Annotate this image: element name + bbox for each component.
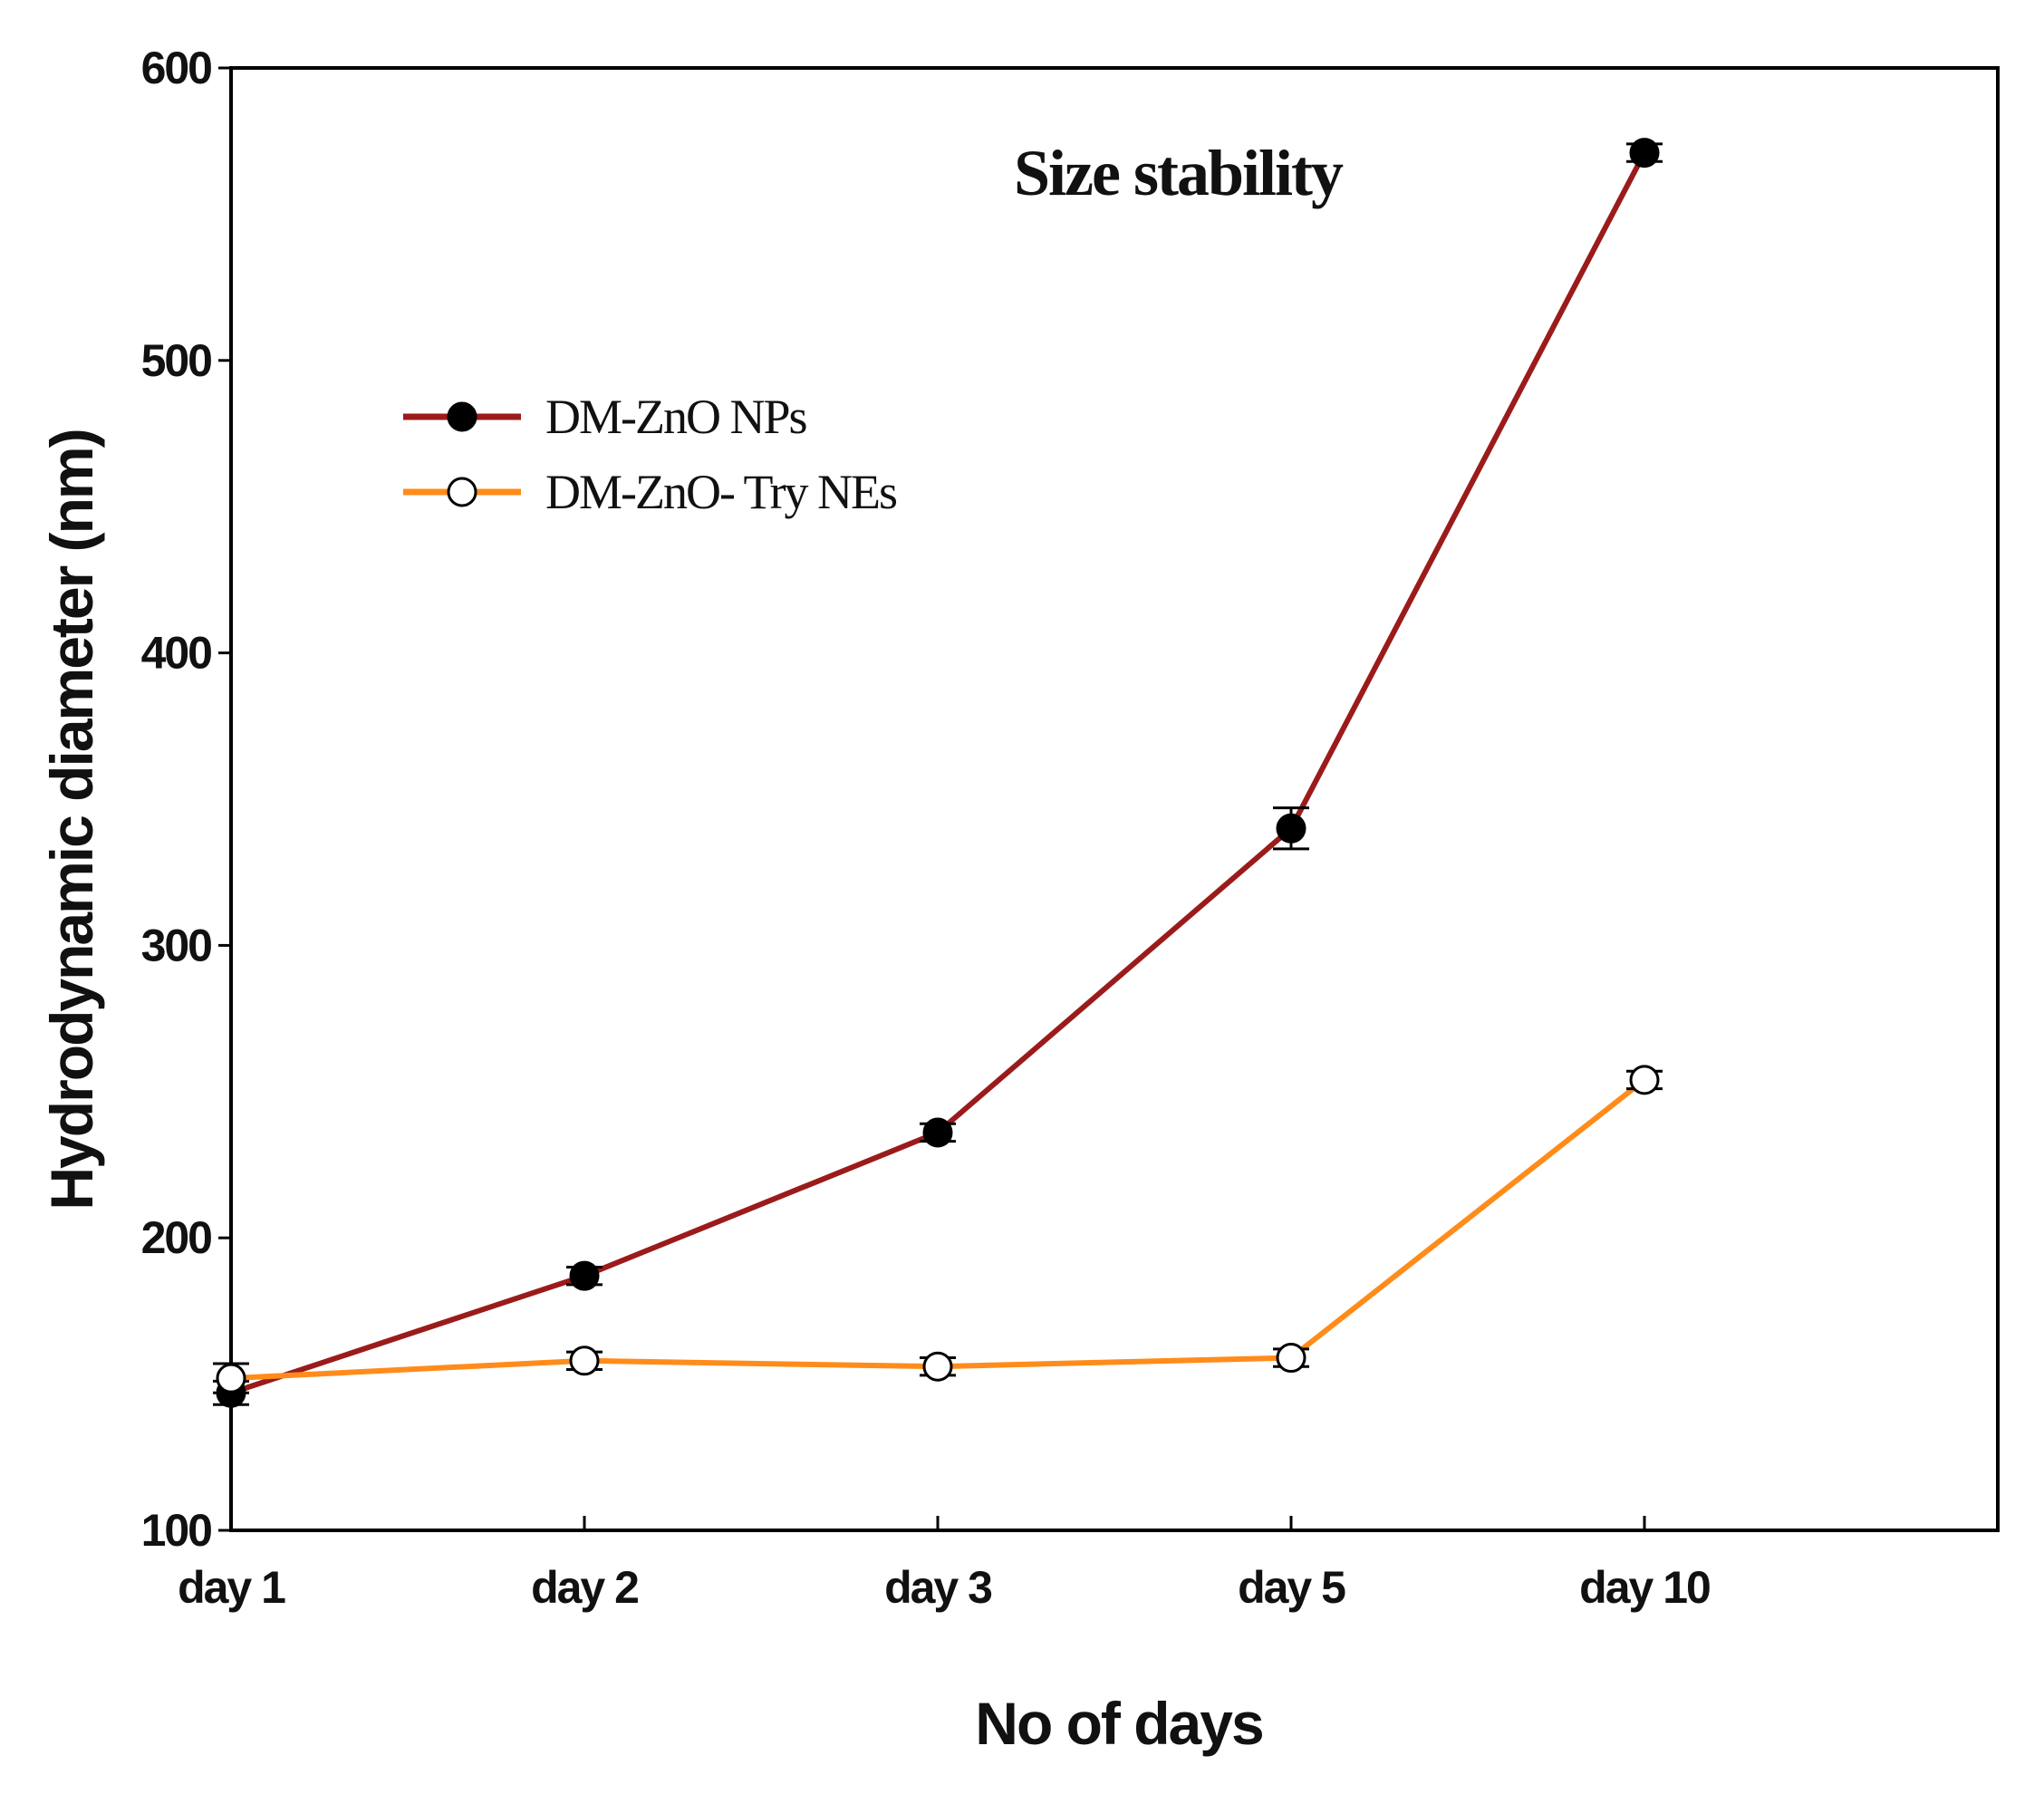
data-point	[1629, 1065, 1660, 1095]
x-axis-ticks: day 1 day 2 day 3 day 5 day 10	[178, 1516, 1711, 1613]
y-tick-label: 500	[141, 335, 212, 386]
y-tick-label: 400	[141, 628, 212, 679]
data-point	[1276, 1343, 1306, 1374]
x-tick-label: day 5	[1238, 1562, 1345, 1613]
y-tick-label: 300	[141, 920, 212, 970]
legend-label: DM-ZnO NPs	[545, 390, 807, 444]
y-axis-title: Hydrodynamic diameter (nm)	[38, 429, 105, 1210]
y-tick-label: 600	[141, 43, 212, 93]
series-layer	[213, 138, 1663, 1408]
data-point	[1276, 813, 1306, 844]
plot-frame	[229, 66, 2000, 1532]
legend-marker	[447, 477, 477, 507]
data-point	[922, 1117, 953, 1148]
y-tick-label: 100	[141, 1505, 212, 1556]
data-point	[922, 1351, 953, 1382]
y-axis-ticks: 100 200 300 400 500 600	[141, 43, 231, 1556]
x-tick-label: day 2	[531, 1562, 638, 1613]
x-axis-title: No of days	[975, 1690, 1262, 1757]
data-point	[1629, 138, 1660, 169]
data-point	[216, 1363, 246, 1394]
chart-title: Size stability	[1014, 137, 1344, 209]
data-point	[569, 1260, 600, 1291]
legend: DM-ZnO NPs DM-ZnO- Try NEs	[403, 390, 899, 519]
x-tick-label: day 1	[178, 1562, 285, 1613]
series-line	[230, 151, 1647, 1396]
data-point	[569, 1346, 600, 1376]
legend-marker	[447, 401, 477, 432]
y-tick-label: 200	[141, 1212, 212, 1263]
x-tick-label: day 3	[884, 1562, 991, 1613]
x-tick-label: day 10	[1579, 1562, 1710, 1613]
legend-label: DM-ZnO- Try NEs	[545, 465, 897, 519]
